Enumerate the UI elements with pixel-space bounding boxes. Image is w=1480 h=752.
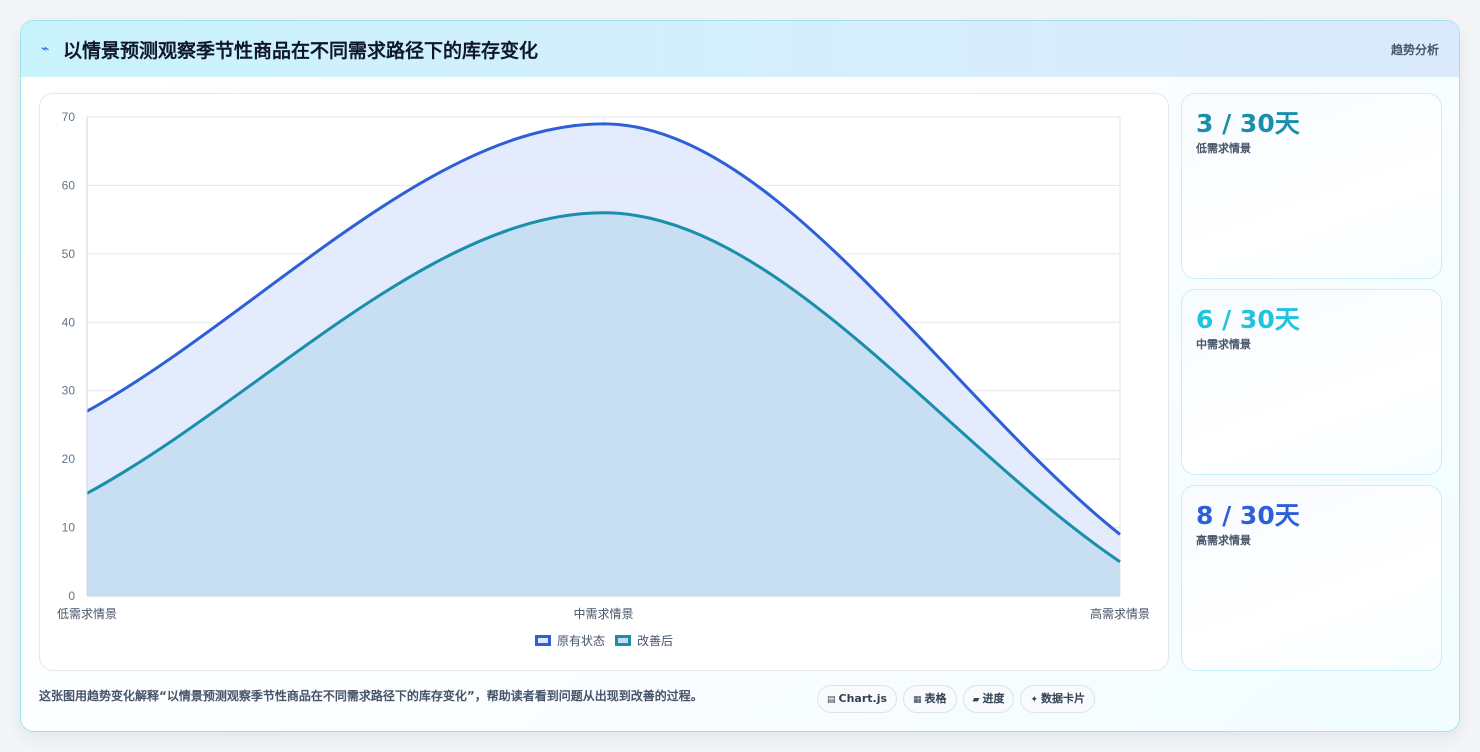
feature-chips: ▤ Chart.js ▦ 表格 ▰ 进度 ✦ 数据卡片: [817, 685, 1101, 713]
card-header: ⌁ 以情景预测观察季节性商品在不同需求路径下的库存变化 趋势分析: [21, 21, 1459, 77]
y-tick-label: 30: [62, 384, 76, 398]
legend-item-1[interactable]: 改善后: [615, 632, 673, 649]
chart-panel: 0 10 20 30 40 50 60 70 低需求情景 中需求情景 高需求情景 原有状态 改善后: [39, 93, 1169, 671]
chip-icon: ▦: [913, 695, 922, 705]
stat-value: 6 / 30天: [1196, 305, 1300, 334]
chart-legend: 原有状态 改善后: [40, 632, 1168, 649]
y-tick-label: 70: [62, 110, 76, 124]
y-tick-label: 40: [62, 315, 76, 329]
chip-icon: ▤: [827, 695, 836, 705]
stat-card: 3 / 30天低需求情景: [1181, 93, 1442, 279]
y-tick-label: 10: [62, 521, 76, 535]
series-area-1: [87, 212, 1120, 596]
feature-chip[interactable]: ▤ Chart.js: [817, 685, 898, 713]
chip-icon: ✦: [1030, 695, 1039, 705]
legend-label: 原有状态: [556, 634, 605, 648]
series-line-0: [86, 122, 1121, 536]
chip-label: Chart.js: [838, 692, 888, 705]
y-tick-label: 60: [62, 178, 76, 192]
feature-chip[interactable]: ▰ 进度: [962, 685, 1015, 713]
x-tick-label: 低需求情景: [57, 607, 117, 621]
feature-chip[interactable]: ▦ 表格: [903, 685, 957, 713]
chip-label: 数据卡片: [1041, 692, 1086, 705]
y-tick-label: 50: [62, 247, 76, 261]
footer-description: 这张图用趋势变化解释“以情景预测观察季节性商品在不同需求路径下的库存变化”，帮助…: [39, 689, 703, 703]
legend-swatch: [615, 635, 631, 646]
legend-item-0[interactable]: 原有状态: [534, 632, 605, 649]
stat-label: 低需求情景: [1196, 142, 1251, 155]
y-tick-label: 0: [68, 589, 75, 603]
chip-icon: ▰: [972, 695, 980, 705]
feature-chip[interactable]: ✦ 数据卡片: [1020, 685, 1096, 713]
stat-value: 8 / 30天: [1196, 501, 1300, 530]
stat-card: 6 / 30天中需求情景: [1181, 289, 1442, 475]
trend-icon: ⌁: [41, 41, 50, 57]
series-line-1: [86, 211, 1121, 564]
stat-label: 高需求情景: [1196, 534, 1251, 547]
area-chart: 0 10 20 30 40 50 60 70 低需求情景 中需求情景 高需求情景: [57, 110, 1150, 621]
chip-label: 表格: [924, 692, 947, 705]
page-title: 以情景预测观察季节性商品在不同需求路径下的库存变化: [63, 40, 539, 62]
legend-swatch: [534, 635, 551, 646]
x-tick-label: 高需求情景: [1090, 606, 1150, 621]
chip-label: 进度: [982, 692, 1005, 705]
stat-value: 3 / 30天: [1196, 109, 1300, 138]
stat-label: 中需求情景: [1196, 338, 1251, 351]
legend-label: 改善后: [637, 634, 674, 648]
header-tag: 趋势分析: [1390, 43, 1439, 57]
y-tick-label: 20: [62, 452, 76, 466]
chart-card: ⌁ 以情景预测观察季节性商品在不同需求路径下的库存变化 趋势分析 0 10 20 30…: [20, 20, 1460, 732]
x-tick-label: 中需求情景: [573, 606, 633, 621]
stat-card: 8 / 30天高需求情景: [1181, 485, 1442, 671]
